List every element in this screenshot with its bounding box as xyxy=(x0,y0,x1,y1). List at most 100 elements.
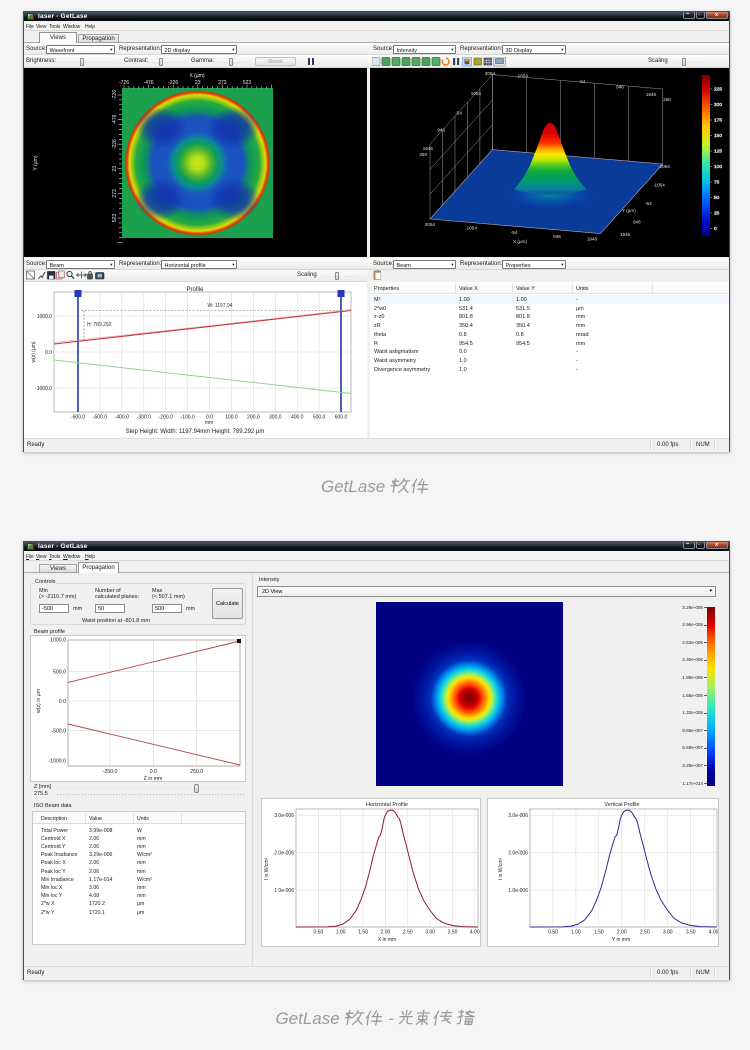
svg-text:2.00: 2.00 xyxy=(381,930,391,936)
svg-text:23: 23 xyxy=(195,80,201,86)
svg-text:0.50: 0.50 xyxy=(314,930,324,936)
svg-text:250: 250 xyxy=(419,152,427,157)
svg-text:-476: -476 xyxy=(112,114,118,124)
svg-text:X (µm): X (µm) xyxy=(513,239,527,244)
svg-text:50: 50 xyxy=(714,195,720,201)
svg-text:1000.0: 1000.0 xyxy=(37,314,53,320)
svg-text:250: 250 xyxy=(663,97,671,102)
svg-text:-1000.0: -1000.0 xyxy=(35,386,52,392)
svg-text:4.00: 4.00 xyxy=(709,930,718,936)
svg-text:273: 273 xyxy=(112,189,118,198)
svg-text:X in mm: X in mm xyxy=(378,937,396,943)
svg-text:-54: -54 xyxy=(511,230,518,235)
svg-text:1054: 1054 xyxy=(471,91,482,96)
svg-text:3.0e-006: 3.0e-006 xyxy=(508,813,528,819)
svg-text:X (µm): X (µm) xyxy=(189,73,204,79)
svg-text:-726: -726 xyxy=(119,80,129,86)
svg-text:-226: -226 xyxy=(168,80,178,86)
svg-text:75: 75 xyxy=(714,180,720,186)
svg-text:-1054: -1054 xyxy=(653,183,665,188)
svg-text:-476: -476 xyxy=(144,80,154,86)
svg-text:-300.0: -300.0 xyxy=(137,415,151,421)
svg-text:3.0e-006: 3.0e-006 xyxy=(274,813,294,819)
svg-text:1946: 1946 xyxy=(587,237,598,242)
svg-text:2.50: 2.50 xyxy=(403,930,413,936)
svg-text:2.50: 2.50 xyxy=(640,930,650,936)
svg-text:Y (µm): Y (µm) xyxy=(622,208,636,213)
svg-text:0.0: 0.0 xyxy=(59,699,66,705)
svg-text:w(z) (µm): w(z) (µm) xyxy=(31,341,37,363)
svg-text:225: 225 xyxy=(714,87,722,93)
svg-text:Y in mm: Y in mm xyxy=(612,937,630,943)
svg-text:2054: 2054 xyxy=(425,222,436,227)
svg-text:-1000.0: -1000.0 xyxy=(48,758,66,764)
svg-text:3.50: 3.50 xyxy=(448,930,458,936)
svg-text:523: 523 xyxy=(112,214,118,223)
svg-text:2054: 2054 xyxy=(485,71,496,76)
svg-text:2.00: 2.00 xyxy=(617,930,627,936)
svg-text:250.0: 250.0 xyxy=(190,769,203,775)
svg-text:-600.0: -600.0 xyxy=(71,415,85,421)
svg-text:125: 125 xyxy=(714,149,722,155)
svg-text:0.0: 0.0 xyxy=(45,350,52,356)
svg-text:946: 946 xyxy=(553,234,561,239)
svg-text:-726: -726 xyxy=(112,90,118,100)
svg-text:1.0e-006: 1.0e-006 xyxy=(274,888,294,894)
svg-text:400.0: 400.0 xyxy=(291,415,304,421)
svg-text:-2054: -2054 xyxy=(658,164,670,169)
svg-text:0.0: 0.0 xyxy=(206,415,213,421)
svg-text:-250.0: -250.0 xyxy=(103,769,118,775)
svg-text:600.0: 600.0 xyxy=(335,415,348,421)
svg-text:0.0: 0.0 xyxy=(150,769,157,775)
svg-text:-54: -54 xyxy=(645,201,652,206)
svg-text:-200.0: -200.0 xyxy=(159,415,173,421)
svg-text:100: 100 xyxy=(714,164,722,170)
svg-text:1.50: 1.50 xyxy=(594,930,604,936)
svg-text:200: 200 xyxy=(714,102,722,108)
svg-text:Y (µm): Y (µm) xyxy=(33,155,39,170)
svg-text:w(z) in µm: w(z) in µm xyxy=(36,689,42,713)
svg-text:500.0: 500.0 xyxy=(53,669,66,675)
svg-text:-1054: -1054 xyxy=(465,226,477,231)
svg-text:1.00: 1.00 xyxy=(336,930,346,936)
svg-text:200.0: 200.0 xyxy=(247,415,260,421)
svg-text:0.50: 0.50 xyxy=(548,930,558,936)
svg-text:175: 175 xyxy=(714,118,722,124)
svg-text:100.0: 100.0 xyxy=(225,415,238,421)
svg-text:H: 789.292: H: 789.292 xyxy=(87,322,112,328)
svg-text:0: 0 xyxy=(714,226,717,232)
svg-text:-500.0: -500.0 xyxy=(93,415,107,421)
svg-text:Z in mm: Z in mm xyxy=(144,776,163,781)
svg-text:150: 150 xyxy=(714,133,722,139)
svg-text:I in W/cm²: I in W/cm² xyxy=(498,857,504,880)
svg-text:-500.0: -500.0 xyxy=(51,729,66,735)
svg-text:3.00: 3.00 xyxy=(425,930,435,936)
svg-text:W: 1197.94: W: 1197.94 xyxy=(207,303,232,309)
svg-text:mm: mm xyxy=(205,420,213,426)
svg-text:1000.0: 1000.0 xyxy=(50,638,66,644)
svg-text:500.0: 500.0 xyxy=(313,415,326,421)
svg-text:946: 946 xyxy=(437,128,445,133)
svg-text:2.0e-006: 2.0e-006 xyxy=(508,850,528,856)
svg-text:1946: 1946 xyxy=(423,146,434,151)
svg-text:1.50: 1.50 xyxy=(358,930,368,936)
svg-text:Horizontal Profile: Horizontal Profile xyxy=(366,802,408,808)
svg-text:3.50: 3.50 xyxy=(686,930,696,936)
svg-text:3.00: 3.00 xyxy=(663,930,673,936)
svg-text:-1054: -1054 xyxy=(516,74,528,79)
svg-text:25: 25 xyxy=(714,211,720,217)
svg-text:-54: -54 xyxy=(579,79,586,84)
svg-text:1.00: 1.00 xyxy=(571,930,581,936)
svg-text:1.0e-006: 1.0e-006 xyxy=(508,888,528,894)
svg-text:4.00: 4.00 xyxy=(470,930,480,936)
svg-text:1946: 1946 xyxy=(646,92,657,97)
svg-text:I in W/cm²: I in W/cm² xyxy=(264,857,270,880)
svg-text:-400.0: -400.0 xyxy=(115,415,129,421)
svg-text:946: 946 xyxy=(616,85,624,90)
svg-text:Vertical Profile: Vertical Profile xyxy=(604,802,639,808)
svg-text:1946: 1946 xyxy=(620,232,631,237)
svg-text:2.0e-006: 2.0e-006 xyxy=(274,850,294,856)
svg-text:300.0: 300.0 xyxy=(269,415,282,421)
svg-text:Profile: Profile xyxy=(186,287,204,293)
svg-text:Step Height: Width: 1197.94mm: Step Height: Width: 1197.94mm Height: 78… xyxy=(126,429,265,435)
